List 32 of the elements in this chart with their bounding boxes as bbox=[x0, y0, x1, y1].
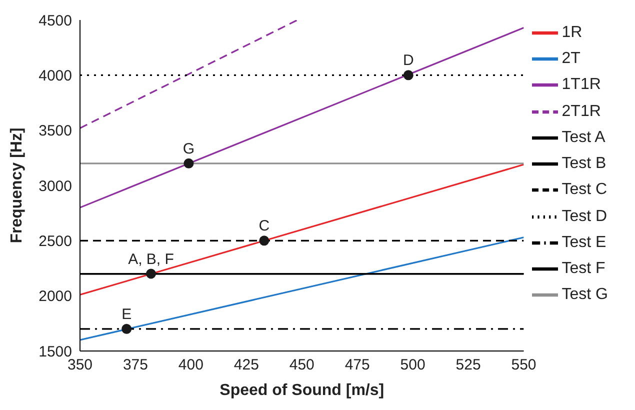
legend-label: 1T1R bbox=[562, 76, 601, 94]
x-tick-label: 550 bbox=[511, 356, 536, 374]
x-tick-label: 400 bbox=[178, 356, 204, 374]
x-tick-label: 525 bbox=[456, 356, 481, 374]
legend-label: 2T bbox=[562, 50, 580, 68]
y-tick-label: 4000 bbox=[38, 67, 72, 84]
legend-label: 1R bbox=[562, 24, 582, 42]
legend-label: Test G bbox=[562, 286, 608, 304]
legend-label: Test E bbox=[562, 234, 606, 252]
x-axis-title: Speed of Sound [m/s] bbox=[220, 382, 384, 399]
legend-label: 2T1R bbox=[562, 102, 601, 120]
y-axis-title: Frequency [Hz] bbox=[8, 128, 26, 244]
legend-label: Test A bbox=[562, 129, 606, 146]
y-tick-label: 2500 bbox=[38, 232, 72, 250]
annotation: G bbox=[182, 140, 195, 158]
x-tick-label: 475 bbox=[344, 356, 370, 374]
annotation: C bbox=[258, 218, 270, 235]
legend-label: Test B bbox=[562, 155, 606, 172]
legend-label: Test D bbox=[562, 208, 608, 225]
x-tick-label: 500 bbox=[400, 356, 426, 374]
x-tick-label: 450 bbox=[289, 356, 314, 374]
y-tick-label: 3000 bbox=[38, 178, 72, 195]
x-tick-label: 375 bbox=[122, 356, 148, 374]
y-tick-label: 2000 bbox=[38, 288, 72, 306]
legend-label: Test F bbox=[562, 260, 606, 278]
legend-label: Test C bbox=[562, 182, 608, 199]
y-tick-label: 4500 bbox=[38, 12, 72, 30]
annotation: E bbox=[122, 306, 132, 323]
x-tick-label: 425 bbox=[234, 356, 259, 374]
annotation: A, B, F bbox=[128, 250, 174, 268]
y-tick-label: 3500 bbox=[38, 122, 72, 140]
annotation: D bbox=[402, 52, 414, 70]
